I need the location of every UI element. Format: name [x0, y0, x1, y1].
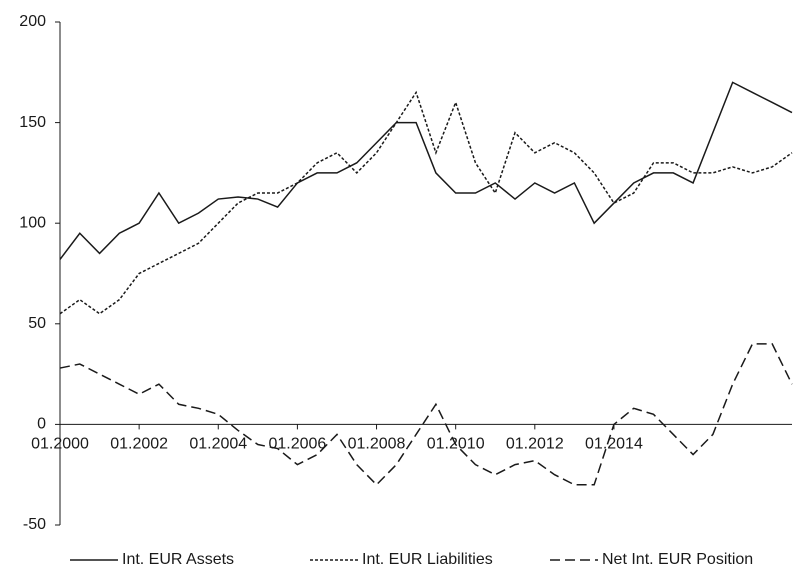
y-tick-label: 200	[19, 13, 46, 30]
legend-label: Int. EUR Assets	[122, 551, 234, 568]
x-tick-label: 01.2006	[268, 436, 326, 453]
legend-label: Net Int. EUR Position	[602, 551, 753, 568]
x-tick-label: 01.2014	[585, 436, 643, 453]
x-tick-label: 01.2002	[110, 436, 168, 453]
series-line	[59, 343, 793, 486]
x-tick-label: 01.2012	[506, 436, 564, 453]
x-tick-label: 01.2004	[189, 436, 247, 453]
x-tick-label: 01.2008	[348, 436, 406, 453]
y-tick-label: 100	[19, 214, 46, 231]
y-tick-label: 0	[37, 416, 46, 433]
series-line	[59, 81, 793, 260]
series-line	[59, 90, 793, 315]
y-tick-label: -50	[23, 516, 46, 533]
legend-label: Int. EUR Liabilities	[362, 551, 493, 568]
y-tick-label: 50	[28, 315, 46, 332]
x-tick-label: 01.2000	[31, 436, 89, 453]
y-tick-label: 150	[19, 114, 46, 131]
